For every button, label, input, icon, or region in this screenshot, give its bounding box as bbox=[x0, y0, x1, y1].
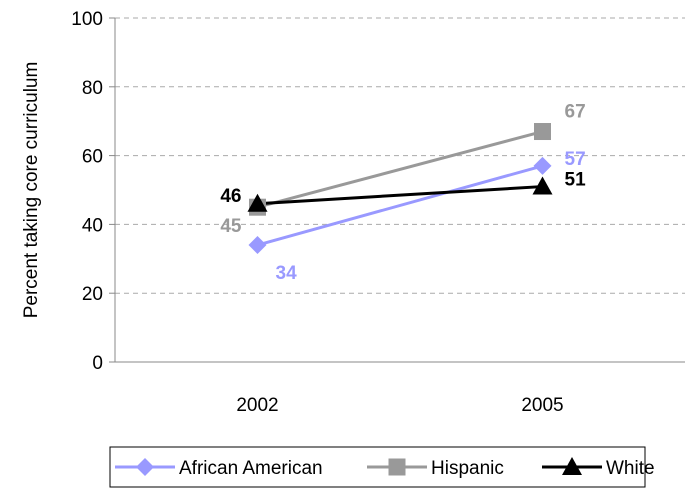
data-labels: 34 57 45 67 46 51 bbox=[220, 102, 586, 285]
series-line bbox=[257, 130, 543, 209]
data-point-marker bbox=[534, 123, 551, 141]
legend-label: White bbox=[606, 458, 655, 479]
legend-marker bbox=[562, 457, 582, 475]
data-label: 51 bbox=[565, 170, 587, 191]
series-lines bbox=[257, 130, 543, 247]
y-tick-label: 100 bbox=[71, 9, 103, 30]
y-tick-label: 80 bbox=[82, 78, 103, 99]
legend: African American Hispanic White bbox=[109, 446, 655, 488]
legend-marker bbox=[388, 458, 406, 476]
data-point-marker bbox=[247, 193, 268, 212]
data-label: 45 bbox=[220, 216, 242, 237]
y-tick-label: 60 bbox=[82, 147, 103, 168]
data-point-marker bbox=[533, 156, 552, 175]
series-line bbox=[257, 164, 543, 247]
x-tick-label: 2002 bbox=[236, 395, 278, 416]
axes bbox=[114, 18, 685, 363]
y-tick-label: 20 bbox=[82, 284, 103, 305]
legend-label: Hispanic bbox=[431, 458, 504, 479]
data-point-marker bbox=[532, 176, 553, 195]
legend-marker bbox=[136, 458, 154, 476]
gridlines bbox=[109, 17, 685, 363]
y-tick-label: 0 bbox=[92, 353, 103, 374]
data-label: 46 bbox=[220, 186, 241, 207]
series-markers bbox=[247, 123, 553, 255]
data-point-marker bbox=[248, 236, 267, 255]
data-label: 67 bbox=[565, 102, 586, 123]
x-tick-label: 2005 bbox=[521, 395, 563, 416]
data-label: 34 bbox=[276, 263, 298, 284]
legend-label: African American bbox=[179, 458, 323, 479]
y-tick-labels: 0 20 40 60 80 100 bbox=[71, 9, 103, 374]
data-label: 57 bbox=[565, 149, 586, 170]
x-tick-labels: 2002 2005 bbox=[236, 395, 563, 416]
y-axis-label: Percent taking core curriculum bbox=[21, 62, 42, 319]
series-line bbox=[257, 185, 543, 206]
y-tick-label: 40 bbox=[82, 215, 103, 236]
